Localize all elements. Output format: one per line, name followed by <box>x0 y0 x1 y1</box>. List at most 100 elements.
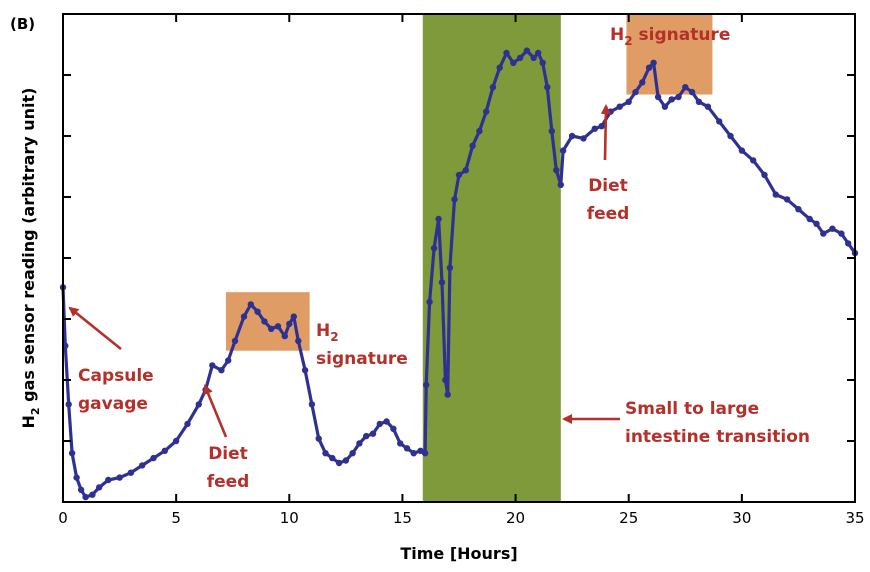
data-point <box>557 181 564 188</box>
data-point <box>772 191 779 198</box>
data-point <box>172 437 180 445</box>
data-point <box>105 476 112 484</box>
data-point <box>661 103 669 110</box>
data-point <box>451 196 458 203</box>
data-point <box>539 59 546 66</box>
data-point <box>369 430 377 437</box>
data-point <box>442 376 449 384</box>
x-tick-label: 30 <box>732 509 751 527</box>
data-point <box>247 301 254 308</box>
data-point <box>438 279 446 286</box>
data-point <box>544 84 551 91</box>
x-axis-ticks <box>62 14 856 502</box>
data-point <box>682 84 689 91</box>
data-point <box>654 93 662 101</box>
h2-signature-label-2: H2 signature <box>610 25 730 48</box>
data-point <box>268 325 275 332</box>
data-point <box>421 450 429 457</box>
x-tick-label: 15 <box>393 509 412 527</box>
data-point <box>462 167 469 174</box>
data-point <box>535 49 542 57</box>
data-point <box>286 320 293 328</box>
data-point <box>127 469 135 476</box>
data-point <box>261 318 268 325</box>
y-axis-title: H2 gas sensor reading (arbitrary unit) <box>19 88 42 429</box>
data-point <box>455 171 463 179</box>
data-point <box>716 118 723 125</box>
data-point <box>838 230 845 237</box>
data-point <box>410 450 417 457</box>
data-point <box>845 240 852 247</box>
data-point <box>806 215 813 223</box>
data-point <box>65 401 72 408</box>
data-point <box>568 132 576 140</box>
data-point <box>96 484 103 491</box>
data-point <box>750 157 757 164</box>
data-point <box>476 127 483 135</box>
data-point <box>150 454 157 462</box>
capsule-gavage-arrow <box>68 306 122 351</box>
x-axis-title: Time [Hours] <box>400 544 517 563</box>
data-point <box>503 49 510 57</box>
data-point <box>329 454 336 462</box>
data-point <box>559 147 567 154</box>
data-point <box>523 47 531 54</box>
data-point <box>240 313 248 320</box>
data-point <box>254 308 261 315</box>
data-point <box>688 88 696 96</box>
data-point <box>295 337 302 345</box>
diet-feed-label-1: Diet feed <box>207 444 250 492</box>
data-point <box>301 367 309 374</box>
data-point <box>738 147 746 154</box>
data-point <box>68 450 76 457</box>
data-point <box>489 84 497 91</box>
data-point <box>397 440 404 447</box>
data-point <box>598 123 605 130</box>
diet-feed-label-2: Diet feed <box>587 176 630 224</box>
data-point <box>315 435 322 442</box>
data-point <box>548 127 555 135</box>
data-point <box>510 59 517 66</box>
y-axis-title-sub: 2 <box>29 407 42 415</box>
data-point <box>820 230 827 237</box>
x-tick-label: 25 <box>619 509 638 527</box>
data-point <box>591 125 598 132</box>
data-point <box>704 103 712 110</box>
data-point <box>813 220 820 227</box>
y-axis-title-h: H <box>19 415 38 428</box>
data-point <box>161 447 168 454</box>
data-point <box>580 135 587 142</box>
y-axis-ticks <box>63 13 855 503</box>
data-point <box>225 357 232 364</box>
data-point <box>645 64 653 71</box>
data-point <box>383 418 390 425</box>
x-tick-labels: 0 5 10 15 20 25 30 35 <box>58 509 864 527</box>
data-point <box>426 298 433 306</box>
data-point <box>795 206 802 213</box>
data-point <box>639 79 646 86</box>
data-point <box>403 445 411 452</box>
data-point <box>349 450 356 457</box>
data-point <box>73 474 80 481</box>
data-point <box>675 93 682 101</box>
data-point <box>231 337 239 345</box>
data-point <box>139 462 146 469</box>
data-point <box>281 332 288 340</box>
data-point <box>632 88 639 96</box>
diet-feed-arrow-2 <box>600 104 611 161</box>
data-point <box>322 450 329 457</box>
data-point <box>695 98 703 106</box>
data-point <box>783 196 791 203</box>
data-point <box>89 491 96 498</box>
transition-label: Small to large intestine transition <box>625 399 810 447</box>
data-point <box>430 245 438 252</box>
data-point <box>668 96 675 103</box>
data-point <box>530 54 537 62</box>
data-point <box>516 54 524 62</box>
data-point <box>616 103 623 110</box>
series-points <box>59 47 859 501</box>
data-point <box>625 98 632 106</box>
data-point <box>761 171 768 179</box>
data-point <box>435 215 442 223</box>
y-axis-title-rest: gas sensor reading (arbitrary unit) <box>19 88 38 408</box>
